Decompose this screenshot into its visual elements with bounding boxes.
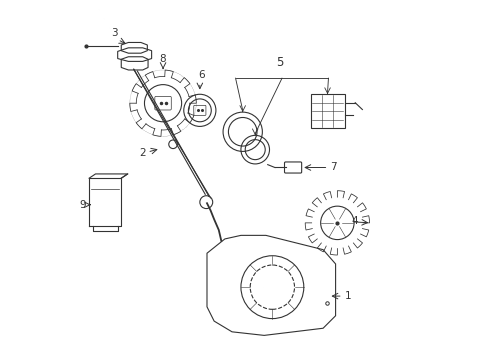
Text: 1: 1	[344, 291, 350, 301]
Text: 3: 3	[111, 28, 117, 38]
Text: 2: 2	[140, 148, 146, 158]
Text: 5: 5	[276, 56, 284, 69]
Text: 7: 7	[329, 162, 336, 172]
Text: 4: 4	[351, 216, 358, 226]
Text: 8: 8	[160, 54, 166, 64]
Text: 9: 9	[79, 200, 85, 210]
Text: 6: 6	[198, 70, 204, 80]
